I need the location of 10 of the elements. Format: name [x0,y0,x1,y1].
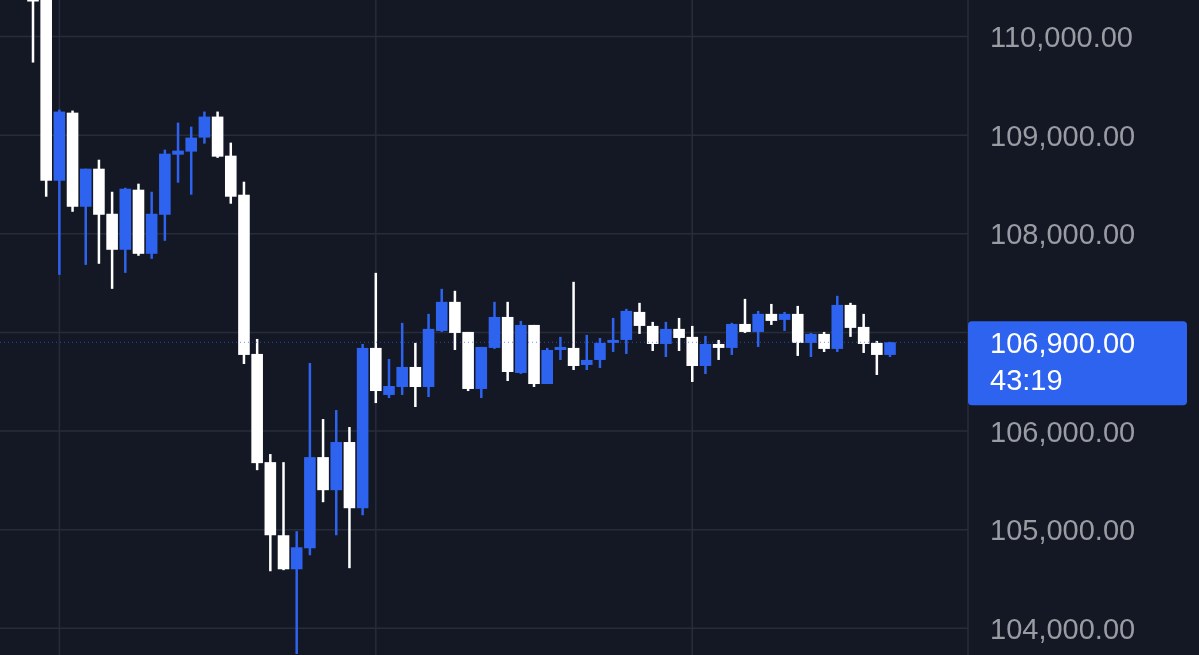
candlestick [712,339,725,360]
y-tick-label: 104,000.00 [990,612,1136,645]
y-tick-label: 110,000.00 [990,20,1133,53]
y-tick-label: 105,000.00 [990,514,1136,547]
y-tick-label: 109,000.00 [990,119,1136,152]
ref-line-label: 106,900.00 [990,326,1136,359]
candlestick [567,281,580,371]
y-tick-label: 108,000.00 [990,218,1136,251]
text: 43:19 [990,363,1063,396]
y-tick-label: 106,000.00 [990,415,1136,448]
